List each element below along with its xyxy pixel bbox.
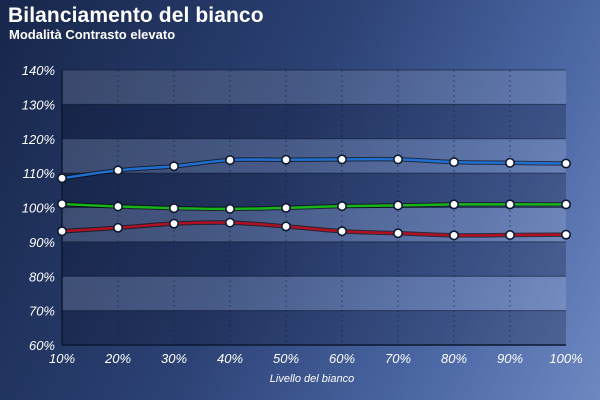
data-point [448,199,459,210]
data-point [448,157,459,168]
chart-title: Bilanciamento del bianco [8,4,264,27]
data-point [56,226,67,237]
y-tick-label: 140% [22,63,55,78]
data-point [225,155,236,166]
data-point [225,217,236,228]
data-point [392,154,403,165]
x-tick-label: 50% [273,351,299,366]
plot-band [62,241,566,277]
y-tick-label: 90% [29,235,55,250]
plot-band [62,70,566,105]
y-tick-label: 60% [29,338,55,353]
x-tick-label: 10% [49,351,75,366]
data-point [560,199,571,210]
y-tick-label: 80% [29,269,55,284]
data-point [113,165,124,176]
x-tick-label: 40% [217,351,243,366]
series-line [60,157,568,180]
data-point [280,154,291,165]
data-point [336,201,347,212]
data-point [392,228,403,239]
data-point [560,158,571,169]
y-tick-label: 130% [22,97,55,112]
x-tick-label: 20% [104,351,131,366]
x-tick-label: 70% [385,351,411,366]
data-point [504,199,515,210]
data-point [504,157,515,168]
y-tick-label: 100% [22,201,55,216]
data-point [169,218,180,229]
data-point [280,221,291,232]
data-point [392,200,403,211]
y-tick-label: 70% [29,304,55,319]
data-point [113,201,124,212]
data-point [56,173,67,184]
series-line [60,202,568,211]
x-tick-label: 60% [329,351,355,366]
plot-band [62,173,566,208]
data-point [113,222,124,233]
x-tick-label: 100% [549,351,582,366]
plot-band [62,104,566,139]
y-tick-labels: 60% 70% 80% 90% 100% 110% 120% 130% 140% [22,63,55,353]
y-tick-label: 110% [23,166,55,181]
x-axis-title: Livello del bianco [270,373,354,385]
x-tick-label: 30% [161,351,187,366]
plot-background [62,70,566,345]
data-point [225,203,236,214]
x-tick-label: 90% [497,351,523,366]
x-tick-label: 80% [441,351,467,366]
series-layer [56,154,571,241]
data-point [560,229,571,240]
data-point [336,154,347,165]
data-point [336,226,347,237]
y-tick-label: 120% [22,132,55,147]
data-point [56,199,67,210]
data-point [448,230,459,241]
plot-band [62,310,566,345]
data-point [504,230,515,241]
plot-band [62,276,566,311]
x-tick-labels: 10% 20% 30% 40% 50% 60% 70% 80% 90% 100% [49,351,583,366]
data-point [169,203,180,214]
data-point [280,202,291,213]
chart-subtitle: Modalità Contrasto elevato [9,27,176,42]
data-point [169,161,180,172]
grid-lines [62,69,566,346]
series-line [60,221,568,237]
